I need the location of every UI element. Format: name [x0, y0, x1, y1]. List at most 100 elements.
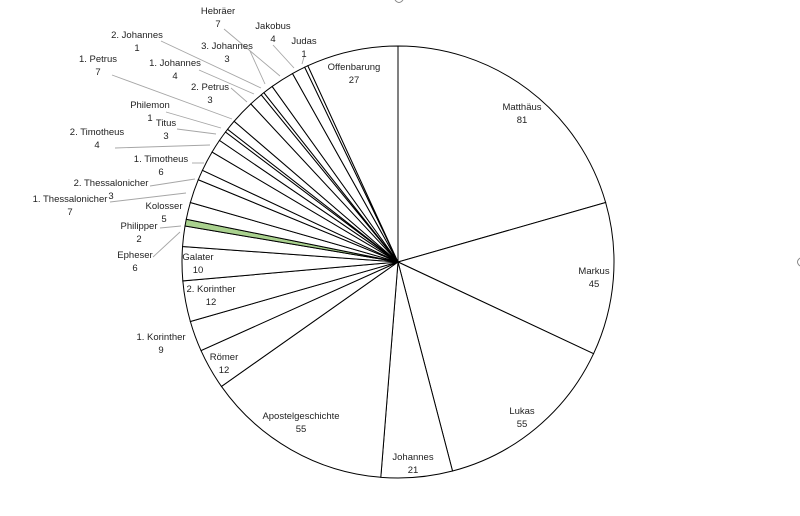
data-label-name: Epheser: [117, 250, 152, 261]
data-label-titus: Titus 3: [156, 118, 176, 142]
data-label-epheser: Epheser 6: [117, 250, 152, 274]
data-label-hebraeer: Hebräer 7: [201, 6, 235, 30]
data-label-value: 1: [134, 43, 139, 54]
data-label-value: 1: [301, 49, 306, 60]
data-label-name: 1. Korinther: [136, 332, 185, 343]
leader-line-hebraeer: [223, 28, 281, 77]
data-label-1-timotheus: 1. Timotheus 6: [134, 154, 189, 178]
data-label-2-johannes: 2. Johannes 1: [111, 30, 163, 54]
leader-line-2-petrus: [230, 87, 248, 103]
pie-slice-offenbarung: [307, 45, 399, 263]
data-label-johannes: Johannes 21: [392, 452, 433, 476]
leader-line-2-thessalonicher: [149, 178, 196, 187]
leader-line-titus: [176, 128, 217, 135]
data-label-1-thessalonicher: 1. Thessalonicher 7: [33, 194, 108, 218]
data-label-kolosser: Kolosser 5: [146, 201, 183, 225]
data-label-value: 9: [158, 345, 163, 356]
pie-slice-matthaeus: [397, 45, 607, 263]
data-label-2-korinther: 2. Korinther 12: [186, 284, 235, 308]
data-label-markus: Markus 45: [578, 266, 609, 290]
data-label-name: 2. Johannes: [111, 30, 163, 41]
data-label-name: Lukas: [509, 406, 535, 417]
data-label-matthaeus: Matthäus 81: [502, 102, 541, 126]
data-label-1-johannes: 1. Johannes 4: [149, 58, 201, 82]
pie-slices: [181, 45, 615, 479]
data-label-name: Apostelgeschichte: [262, 411, 339, 422]
data-label-name: 1. Timotheus: [134, 154, 189, 165]
data-label-name: 2. Thessalonicher: [74, 178, 149, 189]
data-label-name: Offenbarung: [328, 62, 381, 73]
data-label-name: 2. Timotheus: [70, 127, 125, 138]
leader-line-epheser: [152, 231, 181, 258]
data-label-1-petrus: 1. Petrus 7: [79, 54, 117, 78]
data-label-value: 6: [132, 263, 137, 274]
data-label-value: 45: [589, 279, 600, 290]
data-label-name: Jakobus: [255, 21, 291, 32]
data-label-name: Matthäus: [502, 102, 541, 113]
data-label-apostelgeschichte: Apostelgeschichte 55: [262, 411, 339, 435]
pie-slice-apostelgeschichte: [220, 260, 399, 478]
data-label-name: Römer: [210, 352, 239, 363]
data-label-name: Judas: [291, 36, 317, 47]
data-label-value: 55: [517, 419, 528, 430]
data-label-name: 1. Johannes: [149, 58, 201, 69]
data-label-name: Galater: [182, 252, 213, 263]
data-label-2-timotheus: 2. Timotheus 4: [70, 127, 125, 151]
leader-line-1-petrus: [111, 74, 233, 120]
data-label-value: 3: [163, 131, 168, 142]
data-label-name: 2. Korinther: [186, 284, 235, 295]
data-label-name: 1. Petrus: [79, 54, 117, 65]
data-label-name: Titus: [156, 118, 176, 129]
data-label-name: Markus: [578, 266, 609, 277]
data-label-3-johannes: 3. Johannes 3: [201, 41, 253, 65]
data-label-philipper: Philipper 2: [121, 221, 158, 245]
data-label-value: 7: [67, 207, 72, 218]
data-label-philemon: Philemon 1: [130, 100, 170, 124]
data-label-name: Hebräer: [201, 6, 235, 17]
cropped-glyph-right: [797, 257, 800, 267]
pie-slice-markus: [396, 201, 615, 355]
data-label-1-korinther: 1. Korinther 9: [136, 332, 185, 356]
data-label-value: 3: [108, 191, 113, 202]
data-label-value: 5: [161, 214, 166, 225]
data-label-value: 4: [270, 34, 275, 45]
data-label-value: 2: [136, 234, 141, 245]
data-label-jakobus: Jakobus 4: [255, 21, 291, 45]
leader-line-philemon: [165, 111, 222, 129]
data-label-value: 7: [215, 19, 220, 30]
data-label-roemer: Römer 12: [210, 352, 239, 376]
data-label-value: 55: [296, 424, 307, 435]
cropped-glyph-top: [394, 0, 404, 3]
data-label-value: 12: [206, 297, 217, 308]
data-label-name: 1. Thessalonicher: [33, 194, 108, 205]
data-label-value: 81: [517, 115, 528, 126]
data-label-offenbarung: Offenbarung 27: [328, 62, 381, 86]
data-label-name: Philipper: [121, 221, 158, 232]
data-label-value: 10: [193, 265, 204, 276]
data-label-value: 4: [172, 71, 177, 82]
leader-line-1-thessalonicher: [109, 192, 187, 203]
data-label-value: 4: [94, 140, 99, 151]
data-label-2-petrus: 2. Petrus 3: [191, 82, 229, 106]
leader-line-philipper: [159, 225, 182, 229]
leader-line-2-timotheus: [114, 144, 211, 149]
data-label-value: 7: [95, 67, 100, 78]
data-label-2-thessalonicher: 2. Thessalonicher 3: [74, 178, 149, 202]
data-label-value: 6: [158, 167, 163, 178]
data-label-lukas: Lukas 55: [509, 406, 535, 430]
data-label-name: 2. Petrus: [191, 82, 229, 93]
data-label-value: 3: [207, 95, 212, 106]
leader-line-3-johannes: [249, 50, 266, 85]
leader-line-jakobus: [272, 44, 295, 69]
data-label-galater: Galater 10: [182, 252, 213, 276]
pie-slice-lukas: [397, 261, 595, 472]
data-label-value: 27: [349, 75, 360, 86]
data-label-name: Johannes: [392, 452, 433, 463]
data-label-value: 12: [219, 365, 230, 376]
leader-line-2-johannes: [160, 40, 262, 89]
leader-line-1-johannes: [198, 69, 255, 95]
data-label-name: Kolosser: [146, 201, 183, 212]
data-label-judas: Judas 1: [291, 36, 317, 60]
